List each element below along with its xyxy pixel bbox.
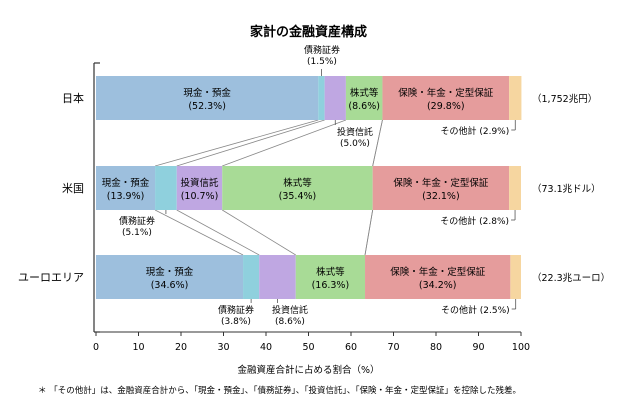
segment-name-label: 株式等 — [283, 177, 312, 189]
x-tick-label: 30 — [217, 342, 229, 353]
total-label: （73.1兆ドル） — [532, 183, 601, 195]
bar-segment — [318, 76, 325, 120]
bar-segment — [345, 76, 383, 120]
bar-segment — [509, 76, 522, 120]
x-tick-label: 80 — [430, 342, 442, 353]
connector-line — [372, 119, 383, 167]
bar-segment — [155, 166, 177, 210]
bar-segment — [243, 255, 260, 299]
connector-line — [176, 209, 260, 256]
segment-value-label: (13.9%) — [107, 191, 145, 202]
category-label: ユーロエリア — [18, 271, 84, 284]
bar-segment — [295, 255, 366, 299]
segment-name-label: 株式等 — [316, 266, 345, 278]
callout-other-label: その他計 (2.5%) — [441, 304, 510, 316]
x-tick-label: 20 — [175, 342, 187, 353]
x-tick-label: 60 — [345, 342, 357, 353]
x-tick-label: 10 — [132, 342, 144, 353]
segment-name-label: 投資信託 — [180, 177, 219, 189]
x-tick-label: 40 — [260, 342, 272, 353]
segment-value-label: (35.4%) — [279, 191, 317, 202]
x-axis-title: 金融資産合計に占める割合（%） — [237, 364, 379, 376]
callout-name-label: 債務証券 — [119, 215, 155, 227]
callout-value-label: (8.6%) — [275, 317, 305, 327]
segment-name-label: 現金・預金 — [146, 266, 194, 278]
category-label: 日本 — [62, 91, 84, 105]
segment-name-label: 保険・年金・定型保証 — [398, 87, 494, 99]
callout-other-label: その他計 (2.9%) — [441, 125, 510, 137]
connector-line — [222, 119, 347, 167]
chart-title: 家計の金融資産構成 — [250, 24, 367, 40]
x-tick-label: 50 — [302, 342, 314, 353]
bar-segment — [510, 255, 521, 299]
total-label: （22.3兆ユーロ） — [532, 272, 610, 284]
connector-line — [154, 119, 319, 167]
bar-segment — [259, 255, 296, 299]
bar-segment — [365, 255, 511, 299]
x-tick-label: 0 — [93, 342, 99, 353]
callout-value-label: (3.8%) — [221, 317, 251, 327]
connector-line — [176, 119, 325, 167]
segment-name-label: 保険・年金・定型保証 — [393, 177, 489, 189]
callout-value-label: (5.0%) — [340, 139, 370, 149]
bar-segment — [96, 255, 244, 299]
x-tick-label: 70 — [387, 342, 399, 353]
connector-line — [154, 209, 244, 256]
callout-name-label: 債務証券 — [218, 304, 254, 316]
bar-segment — [509, 166, 521, 210]
segment-value-label: (32.1%) — [422, 191, 460, 202]
callout-name-label: 投資信託 — [272, 304, 308, 316]
callout-value-label: (1.5%) — [307, 57, 337, 67]
category-label: 米国 — [62, 182, 84, 195]
segment-value-label: (10.7%) — [181, 191, 219, 202]
callout-name-label: 債務証券 — [304, 44, 340, 56]
callout-name-label: 投資信託 — [337, 126, 373, 138]
segment-value-label: (29.8%) — [427, 101, 465, 112]
segment-name-label: 保険・年金・定型保証 — [390, 266, 486, 278]
x-tick-label: 100 — [512, 342, 530, 353]
bar-segment — [324, 76, 346, 120]
connector-line — [364, 209, 374, 256]
bar-segment — [372, 166, 510, 210]
segment-value-label: (8.6%) — [348, 101, 380, 112]
segment-value-label: (52.3%) — [188, 101, 226, 112]
bar-segment — [222, 166, 373, 210]
segment-value-label: (16.3%) — [312, 280, 350, 291]
bar-segment — [176, 166, 223, 210]
segment-value-label: (34.2%) — [419, 280, 457, 291]
connector-line — [222, 209, 296, 256]
footnote: ＊ 「その他計」は、金融資産合計から、「現金・預金」、「債務証券」、「投資信託」… — [38, 385, 521, 396]
callout-value-label: (5.1%) — [122, 228, 152, 238]
bar-segment — [96, 76, 319, 120]
segment-name-label: 現金・預金 — [102, 177, 150, 189]
segment-name-label: 現金・預金 — [183, 87, 231, 99]
callout-other-label: その他計 (2.8%) — [440, 215, 509, 227]
segment-value-label: (34.6%) — [151, 280, 189, 291]
bar-segment — [96, 166, 156, 210]
total-label: （1,752兆円） — [532, 93, 597, 105]
bar-segment — [382, 76, 510, 120]
segment-name-label: 株式等 — [350, 87, 379, 99]
x-tick-label: 90 — [472, 342, 484, 353]
